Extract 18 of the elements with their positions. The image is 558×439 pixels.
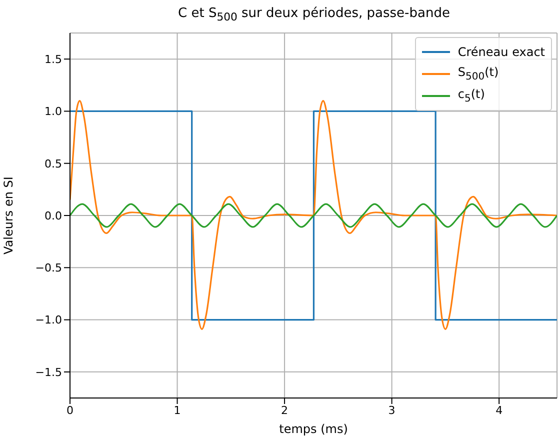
chart-title: C et S$_{500}$ sur deux périodes, passe-bande: [177, 6, 451, 24]
y-axis-title: Valeurs en SI: [1, 176, 16, 254]
y-tick-label: 0.0: [44, 209, 62, 222]
x-tick-label: 0: [66, 404, 74, 417]
legend-label: Créneau exact: [458, 45, 545, 59]
legend-label: S$_{500}$(t): [458, 65, 499, 83]
x-tick-label: 1: [174, 404, 181, 417]
x-tick-label: 3: [388, 404, 396, 417]
y-tick-label: 1.5: [44, 52, 62, 66]
y-tick-label: 0.5: [44, 157, 62, 170]
y-tick-label: −1.0: [35, 314, 62, 327]
x-tick-label: 2: [281, 404, 288, 417]
x-tick-label: 4: [496, 404, 503, 417]
legend-label: c$_{5}$(t): [458, 87, 485, 105]
y-tick-label: −1.5: [35, 366, 62, 379]
y-tick-label: −0.5: [35, 262, 62, 275]
y-tick-label: 1.0: [44, 105, 62, 118]
x-axis-title: temps (ms): [279, 422, 348, 436]
